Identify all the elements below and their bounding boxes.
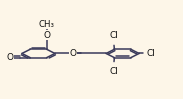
- Text: Cl: Cl: [109, 67, 118, 76]
- Text: O: O: [70, 49, 77, 58]
- Text: O: O: [43, 31, 50, 40]
- Text: CH₃: CH₃: [39, 20, 55, 29]
- Text: O: O: [6, 53, 13, 62]
- Text: Cl: Cl: [147, 49, 155, 58]
- Text: Cl: Cl: [109, 31, 118, 40]
